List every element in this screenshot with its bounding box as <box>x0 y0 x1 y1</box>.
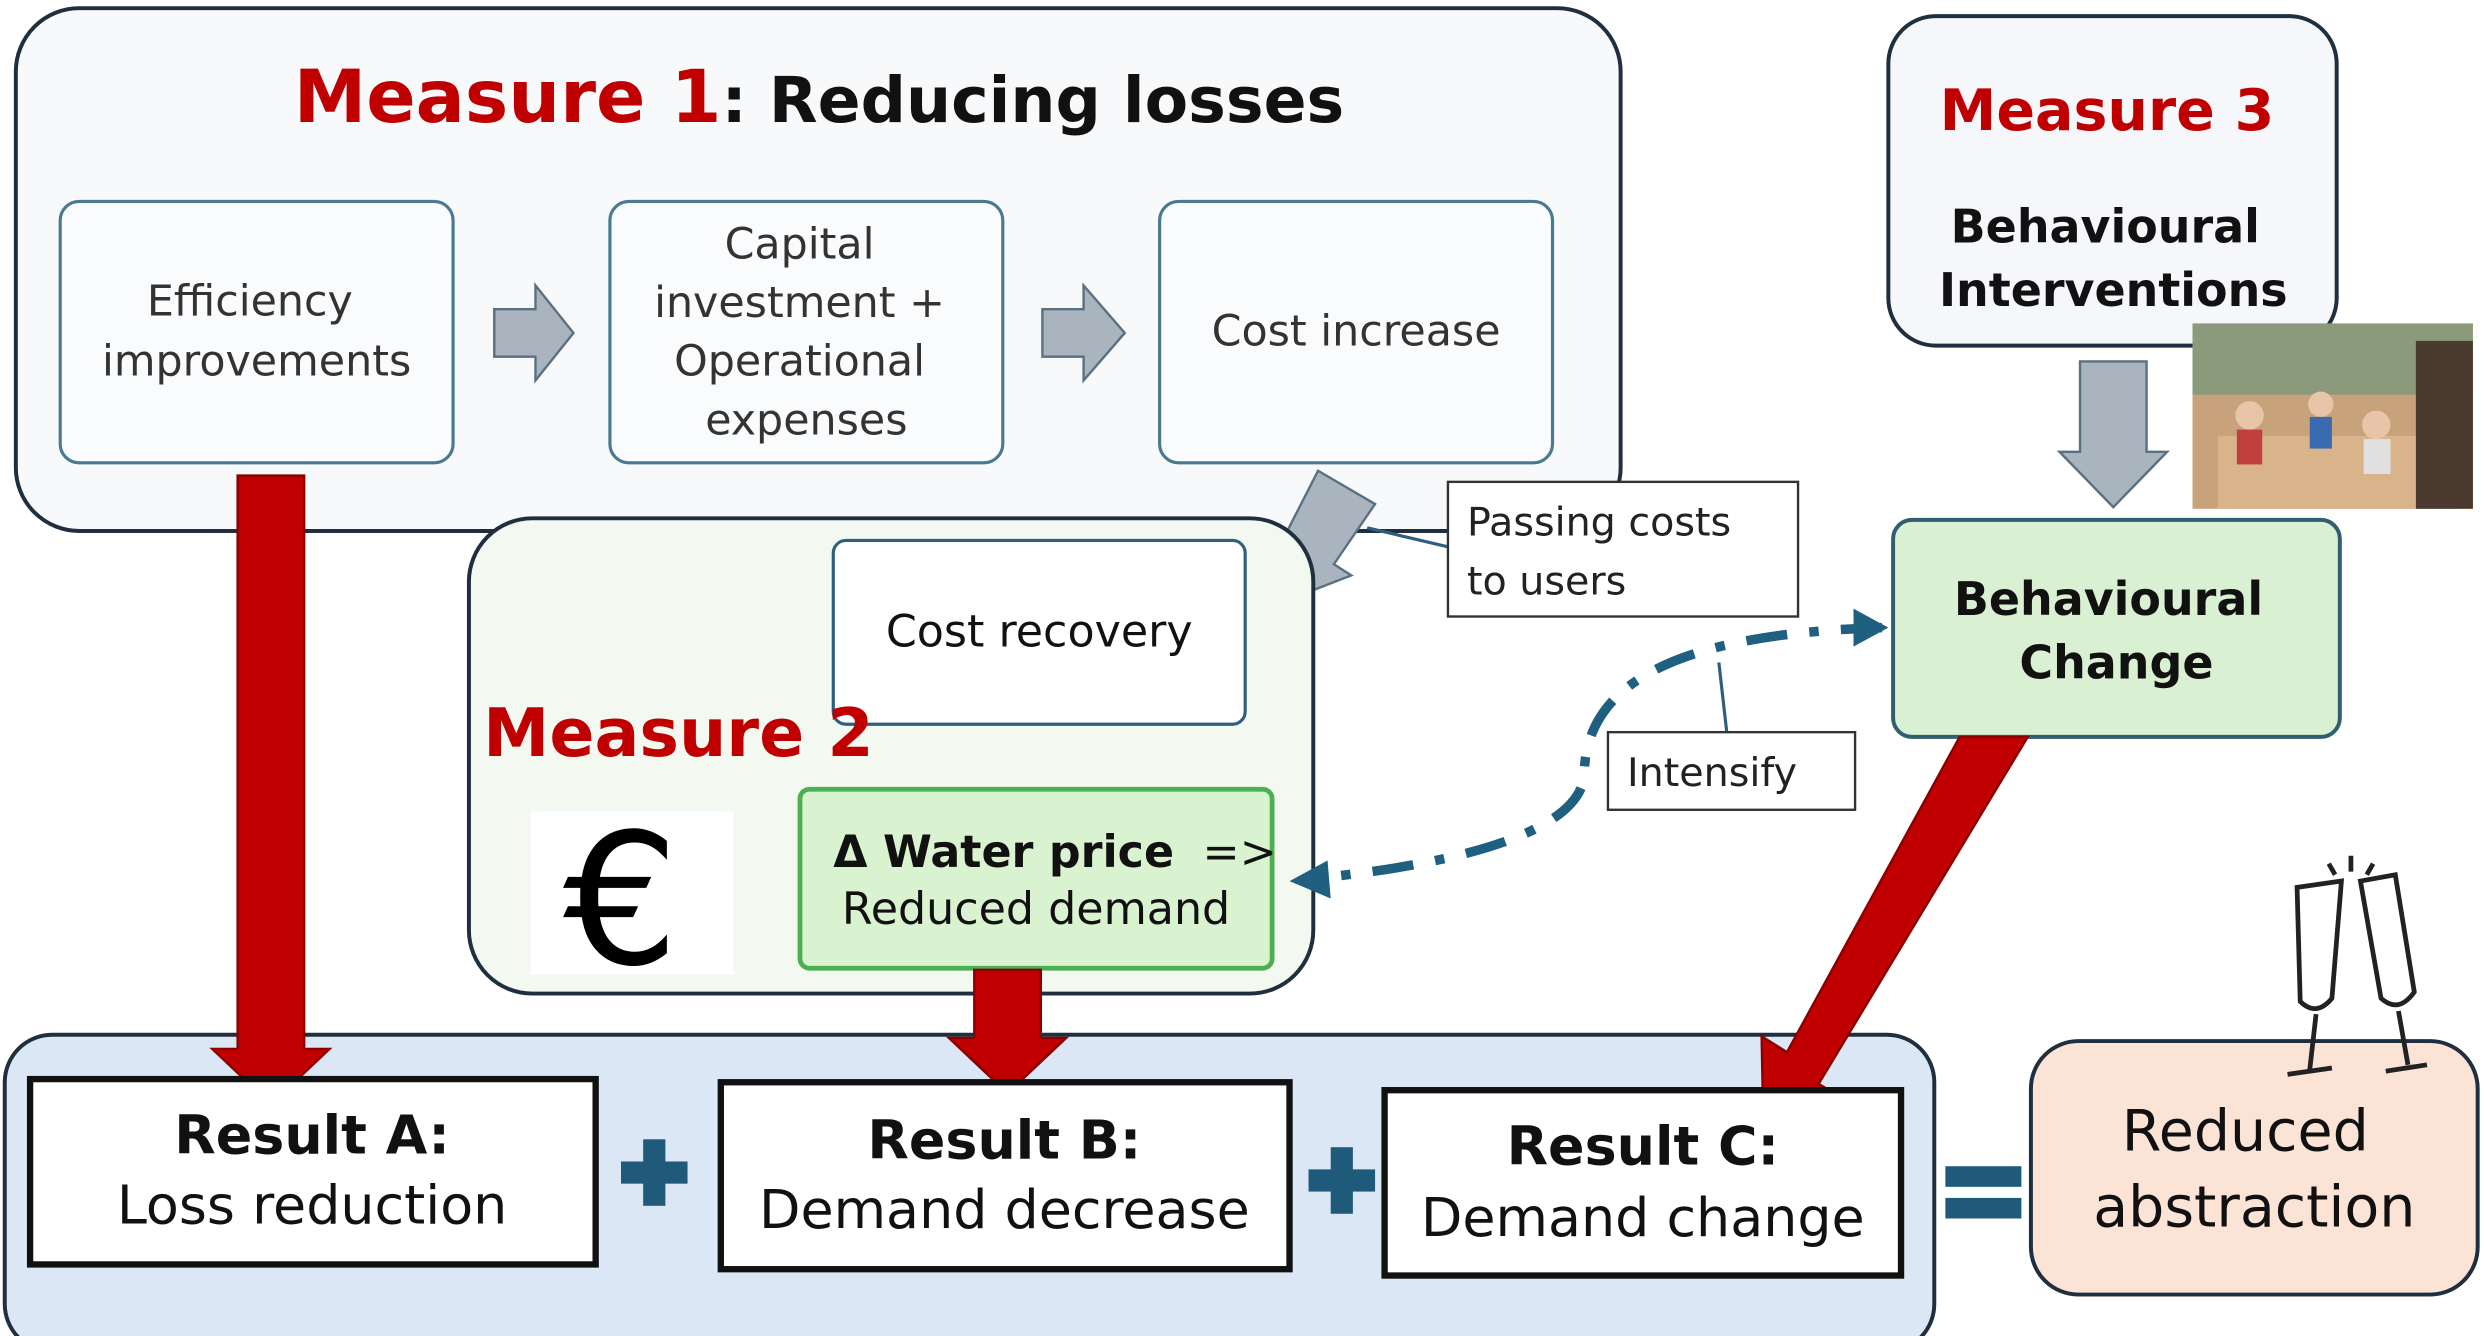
text-line: investment + <box>654 278 945 328</box>
text-line: Passing costs <box>1467 500 1731 546</box>
step-text: Cost increase <box>1212 307 1501 357</box>
water-price-line1: Δ Water price => <box>833 827 1277 878</box>
shape <box>2362 410 2391 440</box>
text-line: Change <box>2019 635 2213 689</box>
shape <box>209 474 333 1107</box>
text-line: Cost increase <box>1212 307 1501 357</box>
shape <box>1330 1147 1353 1214</box>
red-arrows <box>209 474 2030 1122</box>
shape <box>2294 878 2345 1011</box>
intensify-text: Intensify <box>1627 750 1797 796</box>
result-title: Result B: <box>867 1108 1141 1171</box>
text-line: expenses <box>705 395 907 445</box>
passing-costs-box <box>1446 480 1800 618</box>
connector <box>1366 526 1449 549</box>
shape <box>1381 1087 1905 1279</box>
cost-recovery-box <box>831 538 1247 726</box>
result-title: Result C: <box>1507 1115 1779 1178</box>
water-price-line2: Reduced demand <box>842 884 1230 935</box>
measure3-panel <box>1886 14 2339 348</box>
shape <box>717 1079 1293 1273</box>
arrowhead <box>1853 608 1889 647</box>
text-line: improvements <box>102 337 411 387</box>
text-line: Interventions <box>1939 263 2288 317</box>
result-text: Loss reduction <box>117 1173 507 1236</box>
shape <box>2357 871 2417 1008</box>
measure3-text: Behavioural Interventions <box>1939 200 2288 317</box>
shape <box>2363 439 2391 474</box>
euro-bg <box>530 811 734 975</box>
result-title: Result A: <box>174 1104 450 1167</box>
text-line: Δ Water price <box>833 827 1174 878</box>
intensify-box <box>1606 730 1857 811</box>
shape <box>2309 416 2332 449</box>
shape <box>2287 1013 2333 1077</box>
text-line: Reduced <box>2122 1098 2369 1164</box>
cost-recovery-text: Cost recovery <box>886 607 1193 658</box>
behaviour-change-text: Behavioural Change <box>1954 572 2279 689</box>
passing-costs-text: Passing costs to users <box>1467 500 1744 605</box>
shape <box>2385 1010 2428 1074</box>
shape <box>2308 391 2334 417</box>
measure2-title: Measure 2 <box>483 694 874 772</box>
connector <box>1717 662 1729 733</box>
shape <box>2056 360 2170 509</box>
text-line: abstraction <box>2093 1174 2415 1240</box>
shape <box>493 282 575 384</box>
result-text: Demand change <box>1421 1186 1865 1249</box>
measure1-heading: Measure 1: Reducing losses <box>294 55 1345 140</box>
measure3-title: Measure 3 <box>1940 78 2275 144</box>
text-line: Capital <box>725 219 875 269</box>
step-text: Efficiency improvements <box>102 277 411 387</box>
shape <box>1945 1197 2022 1219</box>
arrowhead <box>1289 860 1331 899</box>
text-line: Operational <box>674 337 925 387</box>
text-line: Behavioural <box>1954 572 2263 626</box>
shape <box>1041 282 1127 384</box>
behaviour-change-box <box>1891 517 2342 739</box>
text-line: Behavioural <box>1951 200 2260 254</box>
shape <box>1945 1166 2022 1187</box>
shape <box>1158 199 1555 465</box>
classroom-photo <box>2192 323 2473 509</box>
shape <box>2415 340 2473 509</box>
outcome-text: Reduced abstraction <box>2093 1098 2415 1240</box>
shape <box>2235 401 2264 430</box>
shape <box>58 199 455 465</box>
shape <box>608 199 1005 465</box>
shape <box>945 968 1070 1095</box>
shape <box>643 1139 666 1206</box>
text-line: to users <box>1467 558 1626 604</box>
text-line: => <box>1203 827 1277 878</box>
shape <box>2236 429 2263 465</box>
text-line: Measure 1 <box>294 55 722 140</box>
text-line: : Reducing losses <box>721 63 1344 137</box>
step-text: Capital investment + Operational expense… <box>654 219 959 445</box>
shape <box>2326 855 2376 876</box>
operators <box>621 1139 2022 1219</box>
result-text: Demand decrease <box>759 1178 1250 1241</box>
euro-sign: € <box>563 794 679 1006</box>
water-price-box <box>797 786 1275 971</box>
result-texts: Result A: Loss reduction Result B: Deman… <box>117 1104 1865 1249</box>
shape <box>26 1075 599 1268</box>
champagne-icon <box>2287 855 2428 1077</box>
result-boxes <box>26 1075 1905 1279</box>
outcome-box <box>2028 1039 2480 1297</box>
text-line: Efficiency <box>147 277 353 327</box>
step-boxes <box>58 199 1555 465</box>
